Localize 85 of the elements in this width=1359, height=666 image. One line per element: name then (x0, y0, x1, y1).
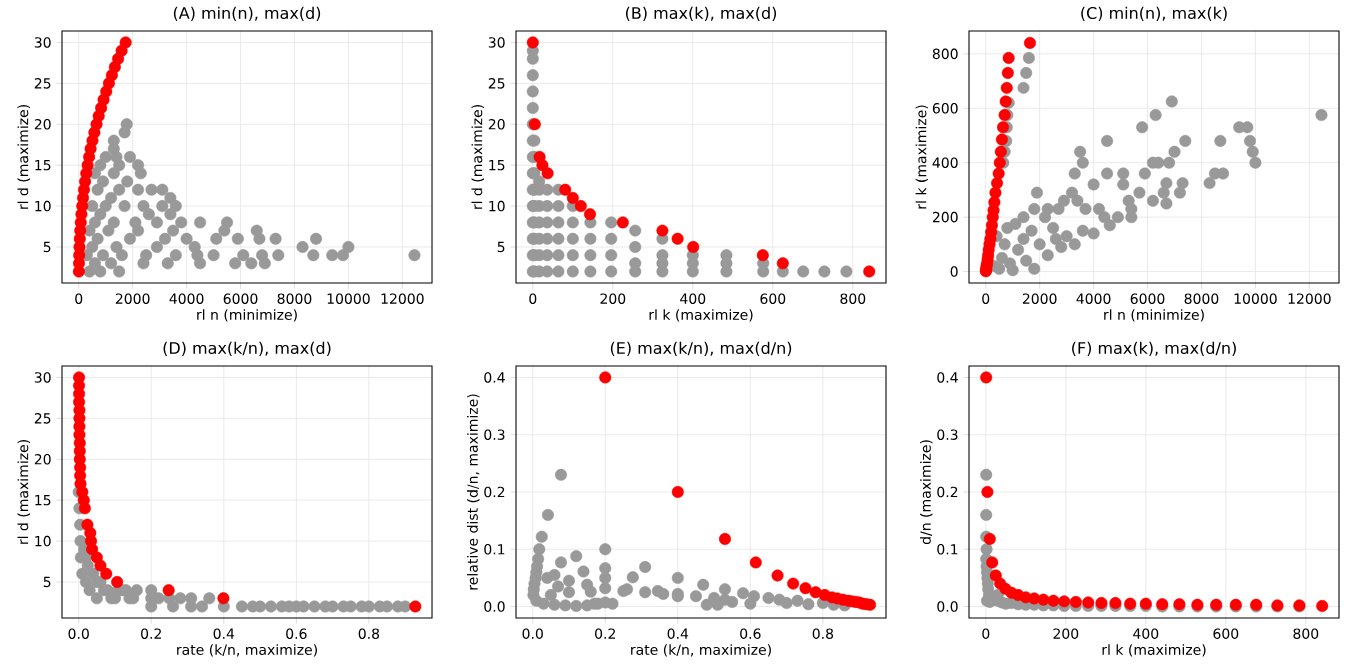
x-tick-label: 400 (680, 293, 706, 304)
y-tick-label: 10 (35, 200, 51, 212)
y-tick-label: 30 (34, 372, 51, 383)
y-tick-label: 0.0 (937, 601, 958, 612)
chart-title: (E) max(k/n), max(d/n) (610, 341, 792, 356)
y-tick-label: 25 (34, 78, 51, 89)
x-axis-title: rl n (minimize) (197, 309, 297, 322)
y-tick-label: 25 (34, 413, 51, 424)
chart-title: (A) min(n), max(d) (173, 6, 321, 21)
x-tick-label: 0.6 (740, 628, 761, 639)
x-tick-label: 800 (840, 293, 866, 304)
y-tick-label: 5 (43, 576, 51, 588)
x-tick-label: 2000 (115, 293, 150, 304)
y-axis-title: rl d (maximize) (471, 105, 484, 209)
y-tick-label: 5 (43, 241, 51, 253)
y-tick-label: 600 (932, 102, 958, 114)
y-tick-label: 30 (34, 37, 51, 48)
y-tick-label: 0 (950, 266, 958, 277)
x-tick-label: 600 (760, 293, 786, 304)
x-tick-label: 0.4 (667, 628, 689, 639)
y-tick-label: 20 (34, 118, 51, 130)
x-tick-label: 200 (1053, 628, 1079, 639)
y-tick-label: 15 (35, 494, 51, 506)
x-tick-label: 0 (982, 628, 990, 639)
x-tick-label: 4000 (169, 293, 204, 304)
chart-title: (C) min(n), max(k) (1081, 6, 1227, 21)
y-tick-label: 0.4 (937, 372, 958, 383)
x-tick-label: 0.2 (595, 628, 615, 639)
x-axis-title: rl k (maximize) (1102, 644, 1206, 657)
y-tick-label: 10 (35, 535, 51, 547)
x-tick-label: 0 (982, 293, 990, 304)
y-tick-label: 30 (488, 37, 505, 48)
x-tick-label: 2000 (1022, 293, 1057, 304)
x-tick-label: 0.6 (286, 628, 307, 639)
x-tick-label: 400 (1133, 628, 1159, 639)
x-tick-label: 600 (1213, 628, 1239, 639)
y-axis-title: relative dist (d/n, maximize) (467, 394, 480, 590)
x-tick-label: 0 (75, 293, 83, 304)
x-tick-label: 6000 (223, 293, 258, 304)
x-tick-label: 0.0 (68, 628, 89, 639)
y-axis-title: d/n (maximize) (920, 440, 933, 545)
y-tick-label: 20 (488, 118, 505, 130)
y-tick-label: 0.2 (484, 486, 505, 498)
y-tick-label: 15 (489, 159, 505, 171)
x-axis-title: rate (k/n, maximize) (177, 644, 317, 657)
x-tick-label: 12000 (381, 293, 424, 304)
y-axis-title: rl d (maximize) (17, 105, 30, 209)
y-tick-label: 0.1 (484, 543, 505, 555)
x-tick-label: 6000 (1130, 293, 1165, 304)
x-tick-label: 8000 (1184, 293, 1219, 304)
x-axis-title: rate (k/n, maximize) (631, 644, 771, 657)
y-axis-title: rl d (maximize) (17, 440, 30, 544)
x-axis-title: rl k (maximize) (649, 309, 753, 322)
y-tick-label: 0.0 (484, 601, 505, 612)
x-axis-title: rl n (minimize) (1104, 309, 1204, 322)
y-tick-label: 15 (35, 159, 51, 171)
chart-title: (D) max(k/n), max(d) (163, 341, 331, 356)
y-tick-label: 25 (488, 78, 505, 89)
chart-title: (B) max(k), max(d) (625, 6, 777, 21)
x-tick-label: 10000 (1234, 293, 1277, 304)
x-tick-label: 10000 (327, 293, 370, 304)
x-tick-label: 0 (529, 293, 537, 304)
y-tick-label: 0.3 (484, 429, 505, 440)
y-tick-label: 20 (34, 453, 51, 465)
y-axis-title: rl k (maximize) (915, 105, 929, 209)
y-tick-label: 0.1 (937, 543, 958, 555)
x-tick-label: 0.4 (213, 628, 235, 639)
x-tick-label: 200 (600, 293, 626, 304)
y-tick-label: 5 (497, 241, 505, 253)
x-tick-label: 0.2 (141, 628, 161, 639)
x-tick-label: 8000 (277, 293, 312, 304)
chart-title: (F) max(k), max(d/n) (1072, 341, 1236, 356)
x-tick-label: 0.8 (358, 628, 380, 639)
y-tick-label: 10 (489, 200, 505, 212)
x-tick-label: 0.8 (812, 628, 834, 639)
x-tick-label: 12000 (1288, 293, 1331, 304)
y-tick-label: 800 (932, 48, 958, 60)
y-tick-label: 200 (932, 211, 958, 223)
y-tick-label: 0.3 (937, 429, 958, 440)
x-tick-label: 0.0 (522, 628, 543, 639)
x-tick-label: 800 (1293, 628, 1319, 639)
y-tick-label: 0.2 (937, 486, 958, 498)
y-tick-label: 0.4 (484, 372, 505, 383)
y-tick-label: 400 (932, 157, 958, 168)
x-tick-label: 4000 (1076, 293, 1111, 304)
